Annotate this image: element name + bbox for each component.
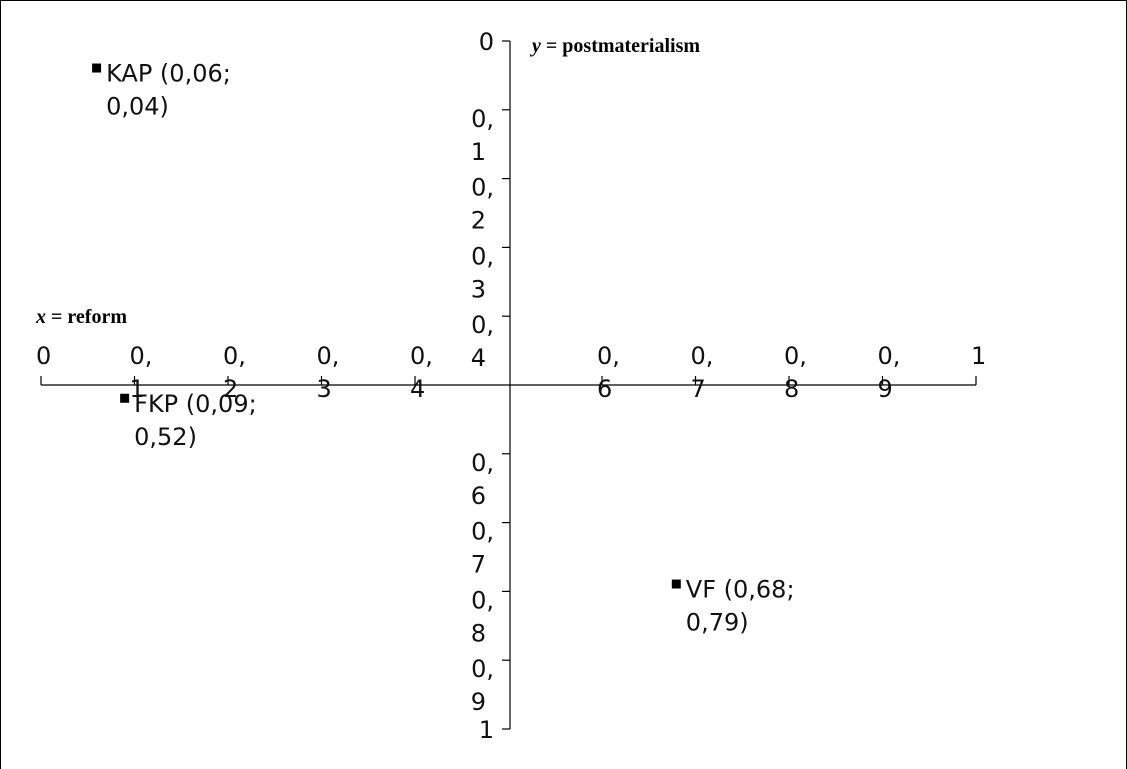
data-point-marker (120, 393, 130, 403)
y-tick-label: 0 (479, 28, 494, 56)
x-axis (40, 376, 977, 386)
x-tick-label: 0 (36, 342, 51, 370)
y-tick-label: 0, 3 (471, 242, 494, 303)
data-point-label: KAP (0,06; 0,04) (106, 60, 231, 121)
y-tick-labels: 0 0, 1 0, 2 0, 3 0, 4 0, 6 0, 7 0, 8 0, 91 (471, 28, 494, 744)
y-tick-label: 0, 8 (471, 586, 494, 647)
x-tick-label: 0, 7 (691, 342, 714, 403)
x-tick-label: 0, 1 (130, 342, 153, 403)
y-tick-label: 0, 9 (471, 655, 494, 716)
x-tick-label: 0, 8 (784, 342, 807, 403)
x-tick-label: 0, 2 (223, 342, 246, 403)
x-tick-labels: 0 0, 1 0, 2 0, 3 0, 4 0, 6 0, 7 0, 8 0, 9 1 (36, 342, 986, 403)
data-point-label: VF (0,68; 0,79) (686, 576, 795, 637)
x-tick-label: 0, 6 (597, 342, 620, 403)
y-axis (502, 40, 511, 730)
data-point-marker (92, 63, 102, 73)
y-tick-label: 1 (479, 716, 494, 744)
x-tick-label: 0, 3 (317, 342, 340, 403)
y-tick-label: 0, 4 (471, 311, 494, 372)
y-tick-label: 0, 6 (471, 449, 494, 510)
x-tick-label: 0, 9 (878, 342, 901, 403)
data-point-marker (671, 579, 681, 589)
y-axis-title: y = postmaterialism (530, 35, 700, 57)
data-point-label: FKP (0,09; 0,52) (134, 390, 257, 451)
y-tick-label: 0, 1 (471, 105, 494, 166)
data-points: KAP (0,06; 0,04) FKP (0,09; 0,52) VF (0,68; 0… (92, 60, 795, 637)
y-tick-label: 0, 7 (471, 518, 494, 579)
x-tick-label: 1 (971, 342, 986, 370)
y-tick-label: 0, 2 (471, 174, 494, 235)
x-axis-title: x = reform (35, 306, 127, 328)
x-tick-label: 0, 4 (410, 342, 433, 403)
